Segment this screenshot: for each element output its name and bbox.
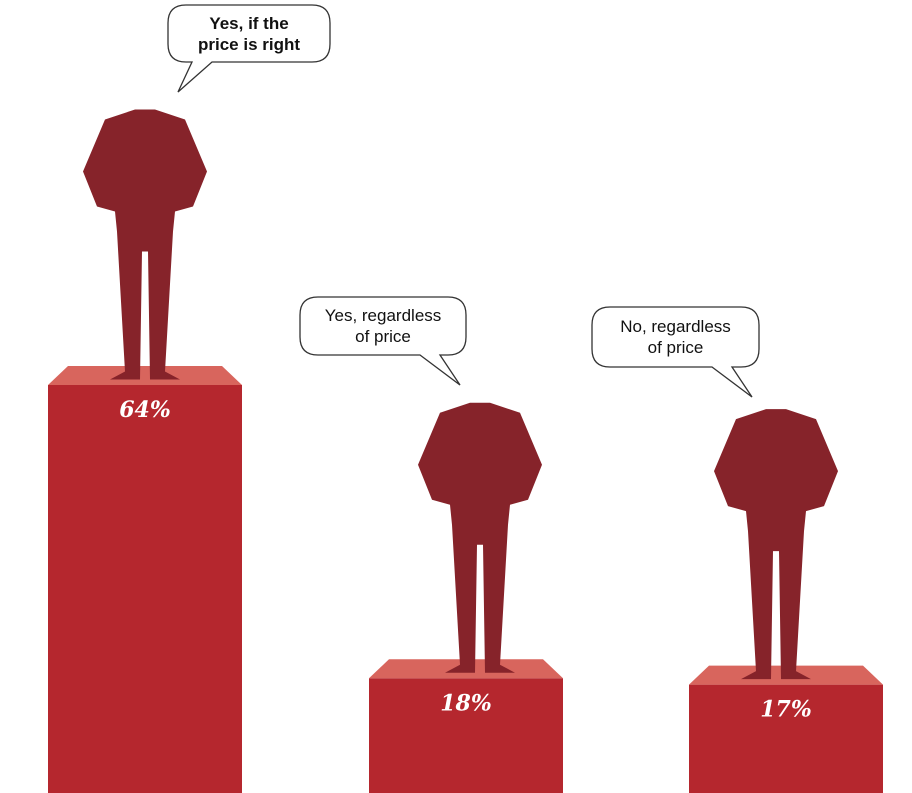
value-label: 17% bbox=[760, 697, 812, 723]
bubble-text: No, regardless of price bbox=[620, 317, 731, 357]
speech-bubble bbox=[299, 296, 467, 386]
bubble-text: Yes, regardless of price bbox=[324, 306, 442, 346]
bar bbox=[689, 684, 883, 793]
speech-bubble bbox=[591, 306, 760, 398]
silhouette bbox=[418, 402, 542, 673]
value-label: 18% bbox=[440, 690, 492, 716]
silhouette bbox=[714, 409, 838, 680]
silhouette bbox=[83, 109, 207, 380]
speech-bubble bbox=[167, 4, 331, 93]
bar-top bbox=[48, 366, 242, 385]
bar bbox=[369, 678, 563, 793]
value-label: 64% bbox=[119, 397, 171, 423]
bar bbox=[48, 385, 242, 793]
bubble-text: Yes, if the price is right bbox=[197, 13, 301, 54]
